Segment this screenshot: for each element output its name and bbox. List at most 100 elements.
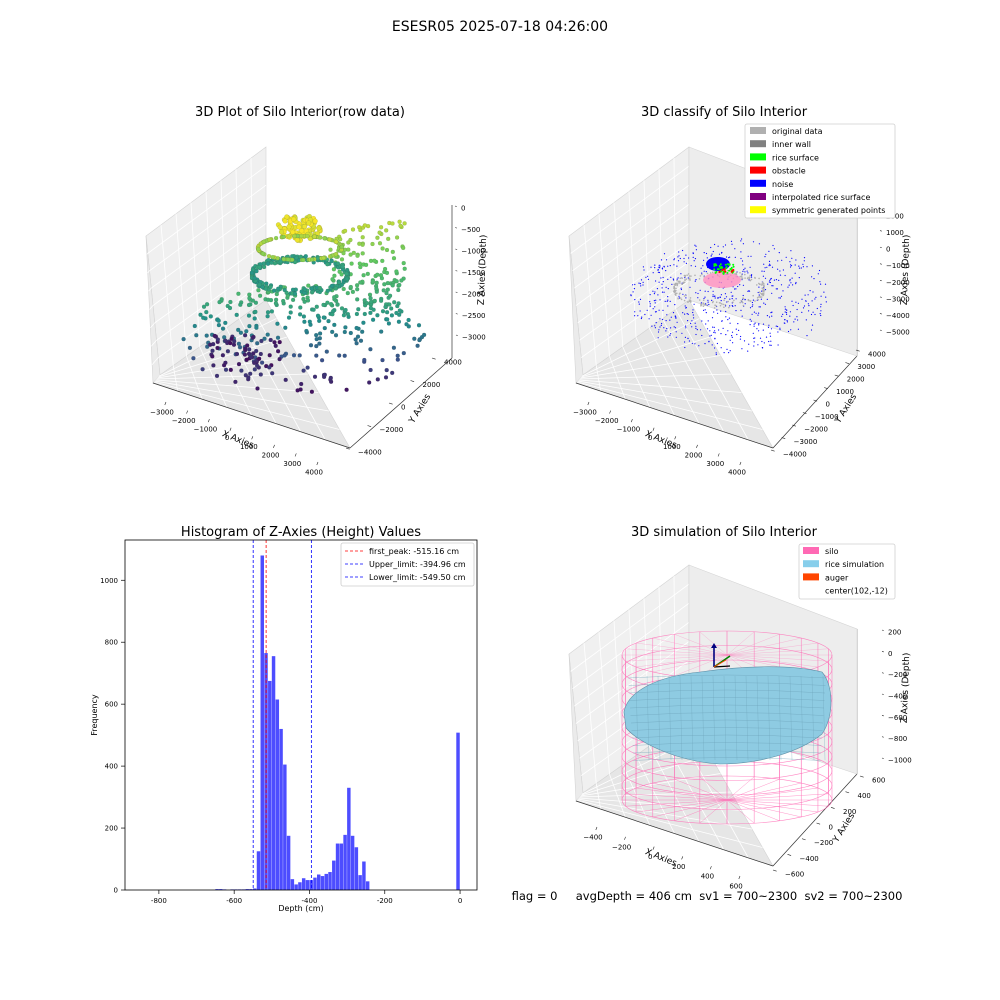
noise-point — [783, 322, 785, 324]
raw-data-point — [265, 332, 270, 337]
panel4-z-tick-mark — [881, 693, 884, 695]
raw-data-point — [317, 341, 322, 346]
histogram-bar — [286, 835, 291, 890]
noise-point — [654, 264, 656, 266]
panel1-title: 3D Plot of Silo Interior(row data) — [195, 105, 405, 120]
raw-data-point — [319, 358, 325, 363]
panel4-z-tick-label: −800 — [888, 735, 907, 743]
raw-data-point — [384, 228, 389, 233]
raw-data-point — [334, 239, 339, 245]
panel1-y-label: Y Axies — [407, 392, 433, 426]
panel1-3d-axes-box — [145, 146, 453, 449]
raw-data-point — [314, 336, 319, 342]
original-data-point — [741, 274, 743, 276]
noise-point — [818, 269, 821, 272]
raw-data-point — [210, 348, 215, 353]
noise-point — [658, 264, 660, 266]
raw-data-point — [368, 296, 373, 301]
raw-data-point — [259, 360, 265, 365]
raw-data-point — [370, 279, 376, 284]
original-data-point — [719, 304, 722, 307]
raw-data-point — [234, 312, 239, 318]
histogram-bar — [268, 680, 272, 890]
noise-point — [650, 314, 652, 316]
raw-data-point — [244, 329, 249, 334]
silo-floor-spoke — [726, 787, 818, 801]
raw-data-point — [220, 326, 226, 331]
raw-data-point — [391, 345, 397, 350]
noise-point — [805, 300, 807, 302]
noise-point — [654, 306, 656, 308]
rice-mesh-line — [800, 675, 804, 761]
panel2-legend-swatch — [750, 193, 766, 200]
raw-data-point — [278, 229, 285, 235]
rice-mesh-line — [631, 727, 823, 731]
panel1-x-tick-mark — [229, 427, 232, 431]
noise-point — [758, 312, 760, 314]
panel2-z-tick-mark — [879, 329, 882, 331]
raw-data-point — [344, 276, 350, 281]
panel2-legend-swatch — [750, 153, 766, 161]
raw-data-point — [344, 271, 349, 276]
noise-point — [637, 315, 639, 317]
raw-data-point — [267, 237, 272, 242]
panel2-grid-line — [577, 380, 753, 412]
raw-data-point — [346, 240, 351, 245]
original-data-point — [741, 301, 744, 304]
original-data-point — [722, 303, 724, 306]
original-data-point — [747, 276, 749, 279]
noise-point — [758, 324, 760, 326]
auger-x-arrow — [713, 665, 731, 668]
rice-surface-point — [718, 265, 721, 267]
raw-data-point — [350, 227, 356, 232]
panel2-x-tick-label: 1000 — [663, 443, 681, 451]
noise-point — [688, 257, 690, 259]
raw-data-point — [377, 241, 383, 246]
noise-point — [667, 265, 669, 267]
raw-data-point — [312, 218, 318, 224]
raw-data-point — [360, 235, 365, 240]
rice-surface-point — [724, 263, 727, 266]
raw-data-point — [371, 307, 376, 312]
noise-point — [673, 326, 675, 328]
silo-floor-spoke — [726, 778, 780, 801]
panel1-y-tick-mark — [431, 357, 436, 360]
raw-data-point — [292, 291, 298, 296]
noise-point — [817, 273, 819, 275]
noise-point — [703, 270, 705, 272]
noise-point — [697, 292, 699, 295]
raw-data-point — [267, 365, 272, 370]
noise-point — [697, 297, 699, 299]
noise-point — [735, 288, 737, 290]
panel2-x-tick-mark — [696, 444, 698, 448]
noise-point — [757, 291, 759, 294]
original-data-point — [689, 279, 691, 281]
raw-data-point — [354, 341, 359, 346]
noise-point — [790, 282, 792, 284]
raw-data-point — [375, 272, 380, 277]
noise-point — [704, 343, 706, 345]
noise-point — [768, 250, 770, 252]
raw-data-point — [322, 325, 327, 331]
panel2-title: 3D classify of Silo Interior — [641, 105, 808, 120]
noise-point — [807, 294, 809, 296]
original-data-point — [703, 303, 705, 305]
raw-data-point — [238, 330, 244, 335]
noise-point — [659, 267, 661, 269]
noise-point — [675, 317, 677, 319]
rice-surface-point — [726, 271, 729, 274]
noise-point — [661, 287, 663, 289]
panel2-y-tick-mark — [813, 399, 818, 402]
noise-point — [775, 325, 777, 327]
panel2-grid-line — [662, 318, 725, 432]
silo-floor-spoke — [625, 793, 728, 801]
raw-data-point — [368, 367, 373, 373]
noise-point — [740, 240, 742, 242]
noise-point — [744, 267, 746, 269]
rice-mesh-line — [633, 757, 821, 761]
raw-data-point — [345, 290, 350, 296]
panel4-z-tick-label: 0 — [888, 650, 892, 658]
noise-point — [651, 325, 653, 327]
panel4-legend: silo rice simulation auger center(102,-12) — [798, 543, 896, 600]
noise-point — [634, 299, 636, 301]
